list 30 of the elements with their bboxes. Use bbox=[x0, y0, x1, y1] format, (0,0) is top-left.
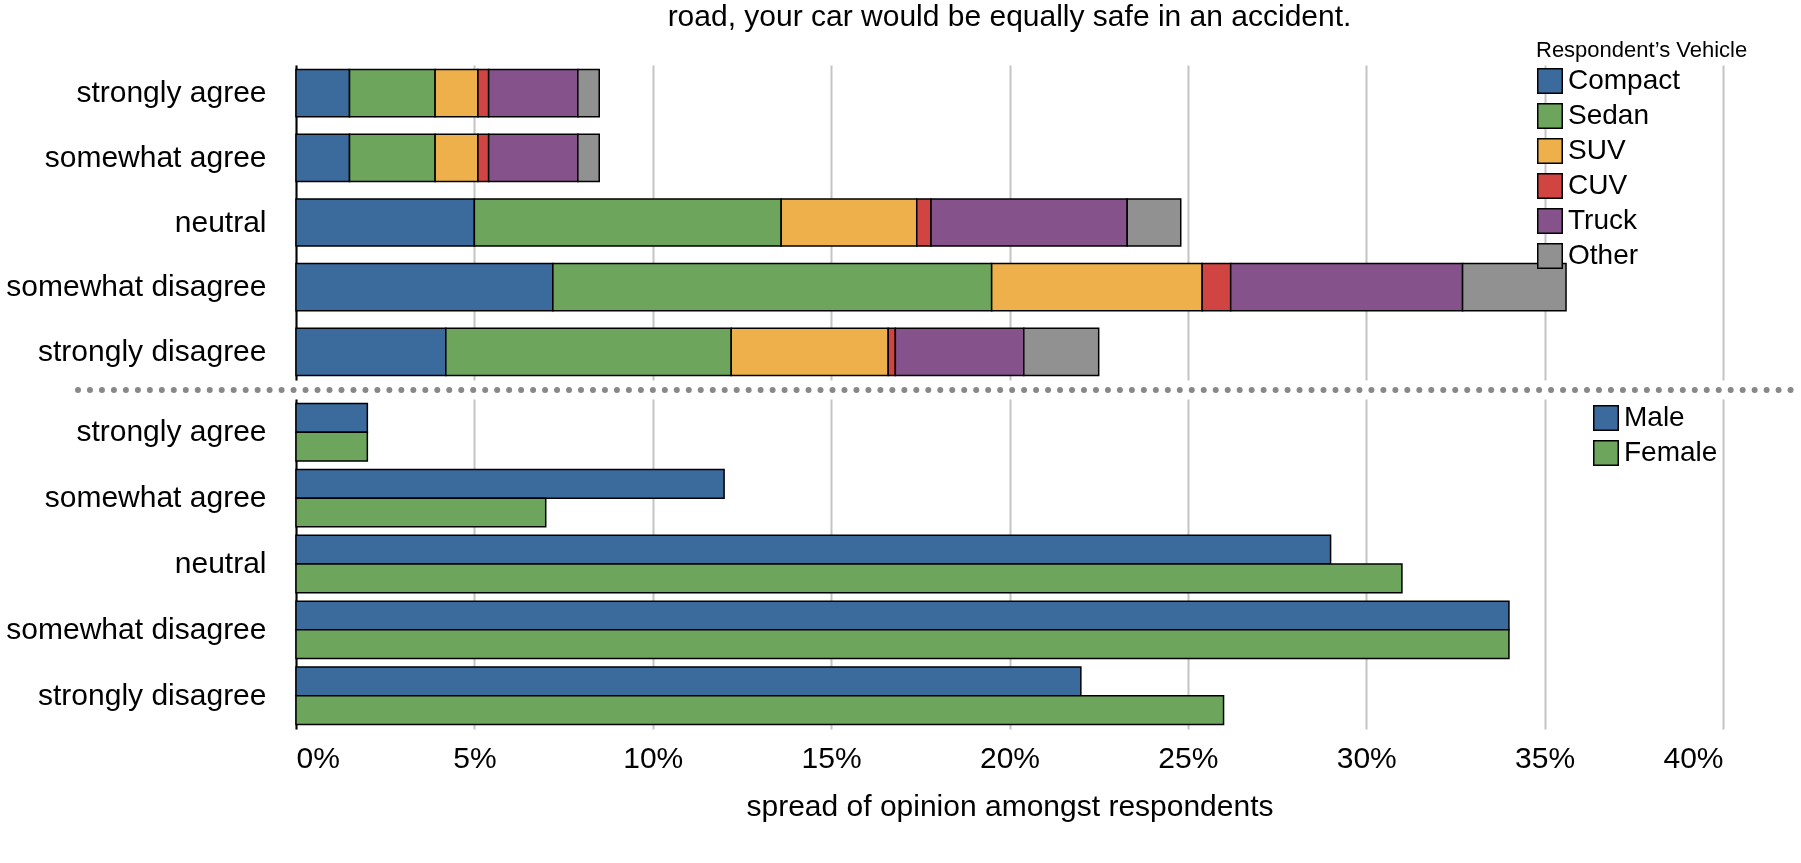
x-tick-label: 20% bbox=[979, 740, 1041, 774]
legend-label: Sedan bbox=[1568, 99, 1649, 130]
x-axis-title: spread of opinion amongst respondents bbox=[746, 788, 1274, 822]
x-tick-label: 0% bbox=[296, 740, 340, 774]
legend-label: Truck bbox=[1568, 204, 1638, 235]
legend-label: CUV bbox=[1568, 169, 1628, 200]
chart-title: road, your car would be equally safe in an accident. bbox=[667, 0, 1352, 32]
y-tick-label: somewhat agree bbox=[44, 480, 267, 514]
y-tick-label: somewhat agree bbox=[44, 139, 267, 173]
x-tick-label: 30% bbox=[1336, 740, 1397, 774]
legend-label: SUV bbox=[1568, 134, 1626, 165]
legend-label: Female bbox=[1624, 436, 1718, 467]
y-tick-label: strongly agree bbox=[76, 75, 267, 109]
y-tick-label: neutral bbox=[174, 546, 267, 579]
y-tick-label: strongly disagree bbox=[38, 677, 267, 711]
y-tick-label: strongly disagree bbox=[38, 333, 267, 367]
y-tick-label: somewhat disagree bbox=[6, 269, 267, 303]
legend-label: Other bbox=[1568, 239, 1639, 270]
x-tick-label: 10% bbox=[623, 740, 684, 774]
legend-label: Male bbox=[1624, 401, 1685, 432]
legend-title: Respondent’s Vehicle bbox=[1536, 37, 1748, 62]
x-tick-label: 40% bbox=[1663, 740, 1724, 774]
y-tick-label: strongly agree bbox=[76, 414, 267, 448]
y-tick-label: neutral bbox=[174, 204, 267, 238]
y-tick-label: somewhat disagree bbox=[6, 611, 267, 645]
x-tick-label: 25% bbox=[1158, 740, 1219, 774]
x-tick-label: 5% bbox=[453, 740, 497, 774]
x-tick-label: 15% bbox=[801, 740, 862, 774]
legend-label: Compact bbox=[1568, 64, 1681, 95]
x-tick-label: 35% bbox=[1515, 740, 1576, 774]
